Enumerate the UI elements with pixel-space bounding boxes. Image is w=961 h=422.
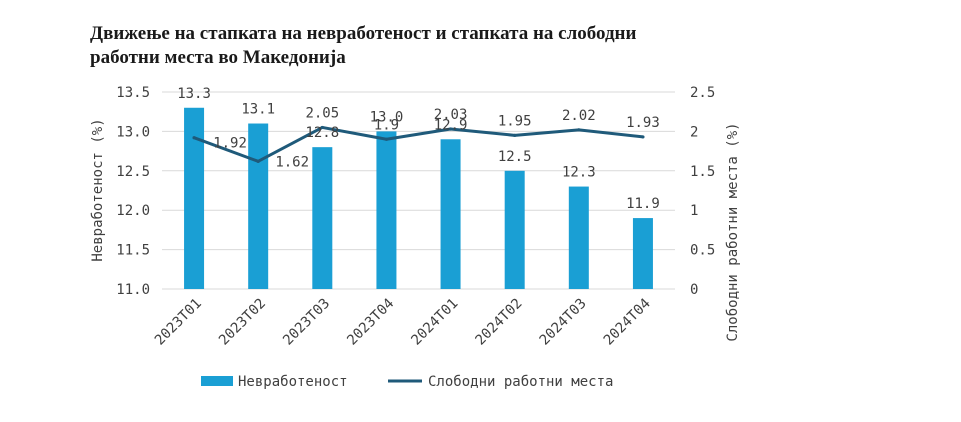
x-tick-label: 2023Т01 — [152, 296, 205, 349]
legend-label-vacancy: Слободни работни места — [428, 374, 613, 390]
legend-label-unemployment: Невработеност — [238, 374, 348, 390]
line-value-label: 1.92 — [213, 136, 247, 152]
line-value-label: 2.03 — [434, 107, 468, 123]
vacancy-rate-line — [193, 125, 644, 163]
unemployment-bar — [376, 131, 397, 289]
unemployment-bar — [440, 139, 461, 289]
bar-value-label: 13.0 — [370, 109, 404, 125]
x-tick-label: 2023Т04 — [344, 296, 397, 349]
legend-swatch-unemployment — [201, 376, 233, 386]
y-right-tick-label: 1.5 — [690, 164, 715, 180]
x-tick-label: 2024Т04 — [601, 296, 654, 349]
vacancy-point — [384, 137, 389, 141]
y-left-tick-label: 11.0 — [116, 282, 150, 298]
vacancy-point — [448, 127, 453, 131]
line-value-label: 2.02 — [562, 108, 596, 124]
line-value-label: 2.05 — [305, 105, 339, 121]
y-left-tick-label: 12.5 — [116, 164, 150, 180]
unemployment-bar — [312, 147, 333, 289]
vacancy-line — [192, 125, 645, 163]
bar-value-label: 13.3 — [177, 86, 211, 102]
gridlines — [162, 91, 675, 290]
vacancy-point — [513, 133, 517, 137]
bar-value-label: 13.1 — [241, 102, 275, 118]
bar-value-label: 11.9 — [626, 196, 660, 212]
x-tick-label: 2023Т03 — [280, 296, 333, 349]
y-right-tick-label: 0.5 — [690, 243, 715, 259]
bar-value-label: 12.5 — [498, 149, 532, 165]
legend: Невработеност Слободни работни места — [201, 374, 613, 390]
y-left-tick-label: 13.0 — [116, 124, 150, 140]
line-value-label: 1.9 — [374, 117, 399, 133]
bar-value-label: 12.3 — [562, 165, 596, 181]
x-tick-label: 2024Т03 — [537, 296, 590, 349]
chart-title: Движење на стапката на невработеност и с… — [90, 23, 637, 68]
y-right-tick-label: 2 — [690, 124, 698, 140]
y-left-tick-label: 11.5 — [116, 243, 150, 259]
y-right-tick-label: 1 — [690, 203, 698, 219]
line-value-label: 1.62 — [275, 154, 309, 170]
line-value-label: 1.93 — [626, 115, 660, 131]
x-tick-label: 2024Т02 — [472, 296, 525, 349]
vacancy-point — [320, 125, 324, 130]
vacancy-point — [256, 159, 260, 163]
line-value-label: 1.95 — [498, 113, 532, 129]
unemployment-bar — [632, 218, 653, 289]
bar-value-label: 12.8 — [305, 125, 339, 141]
vacancy-point — [641, 135, 645, 139]
y-left-axis-title: Невработеност (%) — [90, 118, 106, 261]
bar-value-label: 12.9 — [434, 117, 468, 133]
x-tick-label: 2023Т02 — [216, 296, 269, 349]
x-tick-label: 2024Т01 — [408, 296, 461, 349]
y-left-tick-label: 12.0 — [116, 203, 150, 219]
vacancy-point — [192, 136, 196, 140]
unemployment-bar — [184, 107, 205, 289]
y-right-axis-title: Слободни работни места (%) — [725, 122, 741, 341]
y-right-tick-label: 2.5 — [690, 85, 715, 101]
vacancy-point — [577, 128, 581, 132]
unemployment-bars — [184, 107, 653, 290]
data-labels: 13.3 13.1 12.8 13.0 12.9 12.5 12.3 11.9 1.92 1.62… — [177, 86, 660, 212]
unemployment-bar — [568, 186, 589, 289]
y-right-tick-label: 0 — [690, 282, 698, 298]
unemployment-bar — [504, 170, 525, 289]
y-left-tick-label: 13.5 — [116, 85, 150, 101]
unemployment-bar — [248, 123, 269, 290]
